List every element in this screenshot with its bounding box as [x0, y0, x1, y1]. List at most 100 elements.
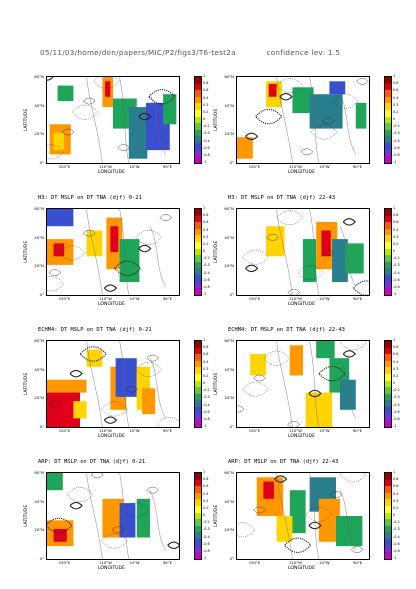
y-tick-label: 0° [39, 160, 44, 165]
contour-line [356, 77, 369, 85]
y-tick-label: 40°N [224, 498, 234, 504]
colorbar-tick-label: 0.6 [203, 484, 209, 489]
contour-line [253, 374, 266, 382]
colorbar-tick-label: -0.2 [393, 520, 400, 525]
colorbar-swatch [385, 525, 391, 533]
colorbar-swatch [385, 215, 391, 223]
colorbar-tick-label: -0.2 [203, 520, 210, 525]
colorbar-swatch [385, 341, 391, 348]
x-axis-label: LONGITUDE [98, 434, 125, 439]
y-tick-label: 20°N [34, 263, 44, 269]
x-axis-label: LONGITUDE [98, 302, 125, 307]
colorbar-swatch [195, 222, 201, 229]
y-tick-label: 60°N [34, 74, 44, 79]
colorbar-swatch [385, 420, 391, 427]
x-tick-label: 110°W [98, 560, 112, 565]
colorbar-tick-label: 0.2 [203, 373, 209, 378]
shaded-region [289, 345, 303, 376]
colorbar-swatch [385, 143, 391, 150]
contour-line [284, 537, 312, 553]
contour-line [305, 506, 333, 522]
panel-caption: ECHM4: DT MSLP on DT TNA (djf) 0-21 [38, 327, 152, 333]
colorbar-swatch [385, 539, 391, 546]
colorbar-tick-label: 0.4 [393, 359, 399, 364]
shaded-region [318, 498, 340, 542]
colorbar-tick-label: -1 [203, 556, 207, 560]
colorbar-tick-label: -1 [393, 160, 397, 164]
x-tick-label: 110°W [98, 296, 112, 301]
contour-line [114, 260, 142, 277]
y-tick-label: 0° [229, 556, 234, 561]
colorbar-tick-label: -1 [203, 424, 207, 428]
colorbar-swatch [195, 545, 201, 553]
colorbar-tick-label: -1 [393, 424, 397, 428]
colorbar-swatch [195, 90, 201, 97]
colorbar-tick-label: 0 [393, 249, 396, 253]
contour-line [321, 249, 335, 257]
colorbar-swatch [385, 400, 391, 408]
colorbar-swatch [195, 77, 201, 84]
colorbar-swatch [385, 288, 391, 295]
map-plot [237, 473, 367, 559]
colorbar-tick-label: -0.8 [393, 548, 400, 553]
contour-line [276, 210, 304, 225]
colorbar-tick-label: -0.4 [393, 138, 400, 143]
colorbar-swatch [195, 96, 201, 104]
shaded-region [57, 85, 74, 102]
colorbar-tick-label: 0 [393, 513, 396, 517]
contour-line [135, 229, 162, 245]
x-tick-label: 10°W [129, 164, 140, 169]
colorbar-swatch [385, 149, 391, 157]
contour-line [83, 229, 96, 237]
colorbar-tick-label: 0.8 [393, 213, 399, 218]
contour-line [101, 401, 128, 417]
contour-line [242, 249, 269, 265]
contour-line [47, 276, 65, 292]
map-plot [242, 209, 369, 295]
y-tick-label: 40°N [224, 234, 234, 240]
y-axis-label: LATITUDE [214, 108, 219, 131]
x-tick-label: 110°W [98, 164, 112, 169]
colorbar-swatch [195, 499, 201, 507]
colorbar-tick-label: 0.3 [393, 498, 399, 503]
colorbar-tick-label: -0.2 [203, 388, 210, 393]
x-tick-label: 110°W [288, 560, 302, 565]
colorbar-tick-label: -0.6 [203, 145, 210, 150]
shaded-region [53, 132, 65, 151]
colorbar-tick-label: -0.8 [203, 548, 210, 553]
contour-line [146, 354, 159, 362]
colorbar-swatch [195, 255, 201, 262]
x-axis-label: LONGITUDE [98, 170, 125, 175]
colorbar-tick-label: -0.6 [203, 541, 210, 546]
shaded-region [355, 102, 367, 129]
colorbar-tick-label: -0.6 [393, 145, 400, 150]
colorbar [194, 208, 202, 296]
colorbar-swatch [195, 275, 201, 282]
contour-line [66, 487, 94, 502]
colorbar-swatch [385, 261, 391, 269]
colorbar-tick-label: 0 [393, 381, 396, 385]
colorbar-swatch [195, 103, 201, 111]
colorbar-tick-label: 0.8 [203, 345, 209, 350]
coastline [276, 77, 356, 163]
colorbar-swatch [195, 506, 201, 513]
figure-header: 05/11/03/home/don/papers/MIC/P2/figs3/T6… [40, 48, 340, 57]
colorbar-tick-label: -0.3 [203, 263, 210, 268]
correlation-map [236, 472, 370, 560]
shaded-region [47, 473, 63, 491]
y-tick-label: 0° [229, 160, 234, 165]
colorbar-tick-label: -0.2 [203, 124, 210, 129]
y-tick-label: 40°N [34, 234, 44, 240]
colorbar-tick-label: 1 [203, 470, 206, 474]
contour-line [245, 264, 259, 273]
y-axis-label: LATITUDE [24, 108, 29, 131]
colorbar-tick-label: 0.2 [203, 505, 209, 510]
y-axis-label: LATITUDE [214, 504, 219, 527]
x-tick-label: 90°E [162, 296, 172, 301]
colorbar-swatch [385, 136, 391, 144]
colorbar-swatch [385, 103, 391, 111]
y-tick-label: 20°N [34, 131, 44, 137]
colorbar-swatch [195, 380, 201, 388]
correlation-map [46, 208, 180, 296]
contour-line [253, 506, 266, 514]
